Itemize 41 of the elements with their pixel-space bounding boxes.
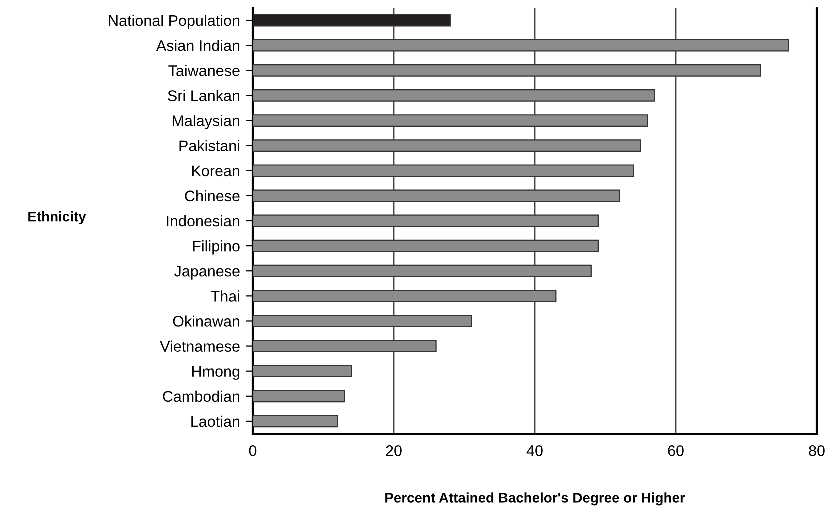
bar [253, 365, 352, 378]
bar [253, 214, 600, 228]
bar [253, 64, 762, 77]
y-tick-label: Okinawan [173, 316, 240, 327]
bar [253, 340, 437, 352]
x-tick-label: 80 [809, 446, 825, 456]
y-tick-label: Malaysian [172, 115, 240, 130]
bar [253, 415, 338, 428]
bar [253, 164, 634, 178]
x-tick-label: 40 [526, 446, 543, 456]
bar [253, 240, 600, 252]
y-tick-label: Asian Indian [156, 40, 240, 52]
y-tick-label: Taiwanese [168, 65, 240, 76]
y-tick-label: Korean [192, 166, 240, 177]
bar [253, 290, 557, 302]
y-tick-label: Hmong [192, 366, 240, 380]
x-tick-label: 20 [386, 446, 402, 456]
y-axis-title: Ethnicity [28, 212, 86, 224]
bar [253, 190, 620, 202]
x-axis-title: Percent Attained Bachelor's Degree or Higher [386, 492, 686, 506]
bar [253, 90, 656, 102]
bar [253, 140, 642, 152]
y-tick-label: Japanese [174, 266, 240, 280]
x-tick-label: 60 [668, 446, 684, 456]
y-tick-label: Cambodian [163, 390, 240, 402]
y-tick-label: Thai [211, 290, 240, 302]
bar [253, 114, 648, 127]
x-tick-label: 0 [249, 446, 257, 456]
y-tick-label: Indonesian [167, 215, 240, 227]
bar [253, 315, 472, 328]
y-tick-label: Laotian [192, 416, 240, 428]
bar [253, 264, 592, 278]
bar [253, 390, 346, 403]
y-tick-label: Sri Lankan [168, 90, 240, 102]
y-tick-label: Vietnamese [160, 340, 240, 352]
bar [253, 39, 790, 52]
bar [253, 14, 451, 27]
y-tick-label: National Population [109, 14, 240, 30]
y-tick-label: Pakistani [180, 140, 240, 152]
y-tick-label: Chinese [185, 190, 240, 202]
y-tick-label: Filipino [193, 240, 240, 255]
